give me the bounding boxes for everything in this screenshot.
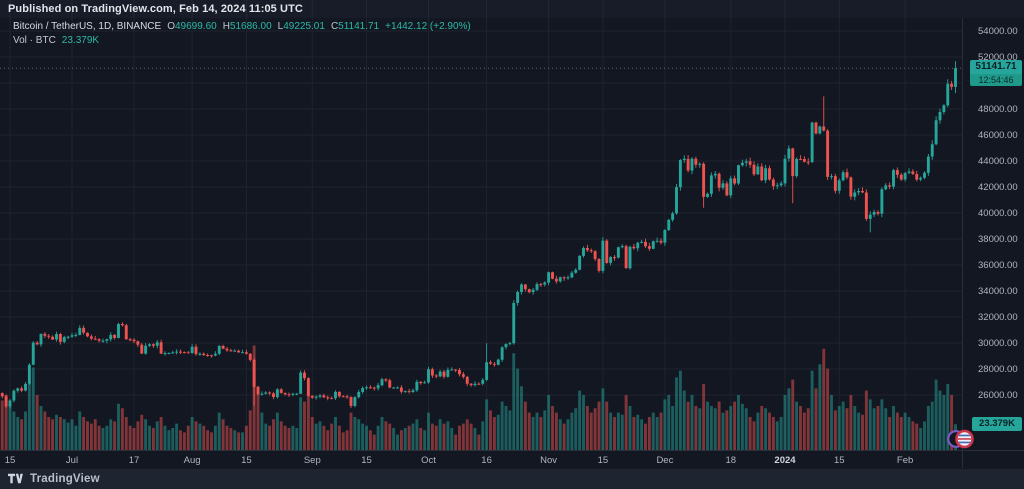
price-axis[interactable]: 54000.0052000.0050000.0048000.0046000.00… bbox=[962, 18, 1024, 468]
time-axis-label: 15 bbox=[834, 455, 845, 466]
time-axis-label: 15 bbox=[241, 455, 252, 466]
time-axis-label: 15 bbox=[4, 455, 16, 466]
grid-lines bbox=[0, 0, 963, 450]
time-axis-label: Oct bbox=[421, 455, 436, 466]
last-price-value: 51141.71 bbox=[970, 60, 1022, 75]
published-text: Published on TradingView.com, Feb 14, 20… bbox=[8, 3, 303, 15]
footer-bar: TradingView bbox=[0, 468, 1024, 489]
tradingview-logo-icon[interactable] bbox=[8, 473, 24, 484]
time-axis-label: Feb bbox=[896, 455, 914, 466]
time-axis-label: 17 bbox=[128, 455, 140, 466]
time-axis-label: Jul bbox=[65, 455, 79, 466]
time-axis-label: 16 bbox=[481, 455, 492, 466]
price-axis-label: 44000.00 bbox=[978, 155, 1018, 167]
last-price-badge: 51141.71 12:54:46 bbox=[970, 60, 1022, 87]
tradingview-logo-text[interactable]: TradingView bbox=[30, 472, 100, 485]
price-axis-label: 40000.00 bbox=[978, 207, 1018, 219]
price-axis-label: 54000.00 bbox=[978, 25, 1018, 37]
price-axis-label: 36000.00 bbox=[978, 259, 1018, 271]
price-axis-label: 42000.00 bbox=[978, 181, 1018, 193]
price-axis-label: 30000.00 bbox=[978, 337, 1018, 349]
time-axis-label: 2024 bbox=[774, 455, 796, 466]
candlestick-chart[interactable] bbox=[0, 0, 963, 450]
time-axis-label: Aug bbox=[183, 455, 201, 466]
time-axis-label: 15 bbox=[361, 455, 372, 466]
price-axis-label: 34000.00 bbox=[978, 285, 1018, 297]
price-axis-label: 52000.00 bbox=[978, 51, 1018, 63]
time-axis-label: 15 bbox=[597, 455, 609, 466]
price-axis-label: 48000.00 bbox=[978, 103, 1018, 115]
candles-up bbox=[8, 61, 957, 409]
bar-countdown: 12:54:46 bbox=[970, 74, 1022, 87]
price-axis-label: 38000.00 bbox=[978, 233, 1018, 245]
time-axis-label: Nov bbox=[540, 455, 558, 466]
price-axis-label: 28000.00 bbox=[978, 363, 1018, 375]
price-axis-label: 32000.00 bbox=[978, 311, 1018, 323]
volume-bars-up bbox=[8, 353, 957, 450]
price-axis-label: 46000.00 bbox=[978, 129, 1018, 141]
volume-badge: 23.379K bbox=[972, 417, 1022, 432]
time-axis-label: Dec bbox=[656, 455, 674, 466]
volume-bars-down bbox=[0, 345, 954, 450]
price-axis-label: 26000.00 bbox=[978, 389, 1018, 401]
chart-area[interactable]: Bitcoin / TetherUS, 1D, BINANCE O 49699.6… bbox=[0, 0, 974, 450]
symbol-title[interactable]: Bitcoin / TetherUS, 1D, BINANCE bbox=[13, 21, 162, 32]
time-axis-label: Sep bbox=[303, 455, 321, 466]
time-axis-label: 18 bbox=[725, 455, 737, 466]
symbol-pair-logo-icon bbox=[946, 429, 976, 454]
candles-down bbox=[0, 80, 954, 409]
published-strip: Published on TradingView.com, Feb 14, 20… bbox=[0, 0, 1024, 18]
time-axis[interactable]: 15 Jul 17 Aug 15 Sep 15 Oct 16 Nov 15 Dec 18 2024 15 Fe… bbox=[0, 450, 1024, 469]
